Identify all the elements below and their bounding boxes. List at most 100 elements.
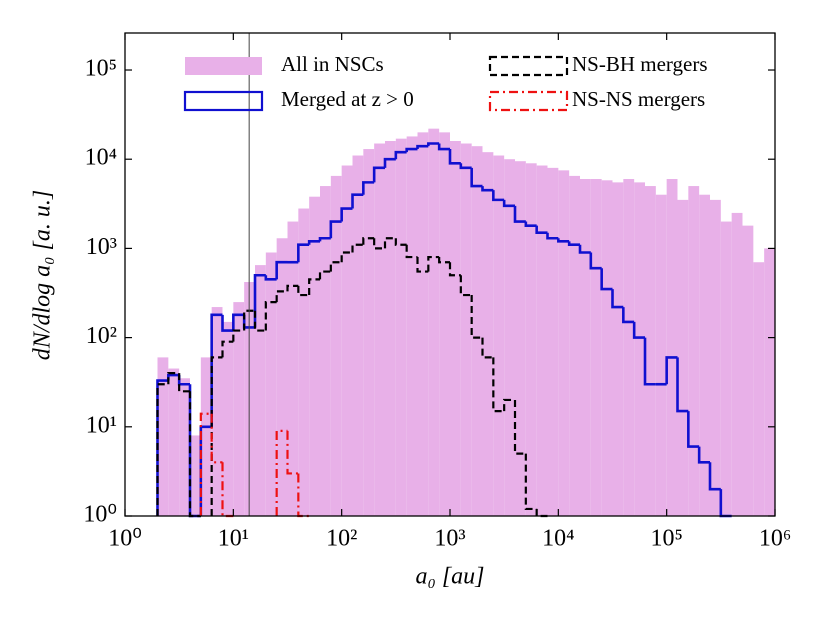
hist-step [578,244,591,254]
hist-bar [265,252,277,516]
hist-step [264,275,277,281]
y-tick-label: 10⁴ [85,145,117,171]
hist-step [589,252,602,270]
hist-step [492,190,505,202]
hist-step [708,462,721,491]
hist-step [427,255,440,272]
legend-swatch [488,55,569,77]
hist-step [372,166,386,183]
hist-bar [363,149,375,516]
x-axis-label: a₀ [au] [415,564,484,590]
hist-bar [179,378,190,516]
hist-step [481,186,494,192]
hist-bar [655,194,667,516]
x-tick-label: 10² [326,526,357,552]
hist-step [405,147,418,153]
hist-step [405,244,418,259]
hist-step [329,220,342,239]
hist-bar [450,141,461,516]
hist-step [448,262,461,277]
hist-bar [645,186,656,516]
hist-step [632,321,646,339]
legend-label: NS-NS mergers [572,87,705,111]
y-tick-label: 10¹ [86,412,117,438]
hist-bar [504,159,515,516]
hist-step [232,313,245,331]
x-tick-label: 10¹ [218,526,249,552]
hist-bar [688,186,700,516]
hist-step [611,289,624,309]
hist-bar [493,155,505,516]
hist-bar [710,199,721,517]
hist-bar [276,238,288,516]
hist-step [459,275,472,297]
x-tick-label: 10⁵ [650,526,682,552]
hist-step [210,356,223,516]
hist-step [286,430,299,475]
hist-step [221,340,234,358]
hist-step [178,373,190,393]
hist-step [546,232,559,240]
hist-step [697,446,711,464]
hist-bar [428,128,440,516]
hist-step [524,453,537,511]
hist-step [416,257,429,273]
hist-step [253,273,266,328]
hist-step [513,205,526,223]
hist-bar [590,178,602,516]
hist-step [524,221,537,227]
hist-bar [525,163,537,517]
hist-step [622,307,635,324]
hist-step [687,411,700,448]
legend: All in NSCs Merged at z > 0 NS-BH mergers N… [183,52,708,112]
hist-bar [406,136,418,517]
hist-bar [168,368,180,516]
hist-step [557,238,570,243]
hist-step [394,238,407,246]
hist-step [318,270,331,280]
hist-bar [514,161,526,516]
hist-step [351,193,364,209]
hist-bar [395,138,407,516]
hist-bar [634,182,646,517]
hist-step [492,357,505,413]
plot-area [156,128,775,518]
hist-bar [417,132,429,516]
hist-bar [320,186,331,516]
hist-bar [157,357,169,516]
hist-step [232,329,245,342]
hist-step [167,372,180,385]
y-axis-label: dN/dlog a₀ [a. u.] [30,190,56,360]
hist-bar [374,143,386,517]
hist-bar [471,146,483,516]
hist-step [264,301,277,331]
hist-step [362,237,375,245]
hist-bar [753,262,765,516]
legend-label: Merged at z > 0 [281,87,414,111]
hist-step [286,284,299,292]
hist-step [221,314,234,332]
hist-bar [536,165,548,516]
hist-bar [677,199,689,517]
hist-bar [200,357,212,516]
hist-bar [341,165,353,516]
hist-step [253,310,266,332]
hist-bar [623,178,635,516]
y-tick-label: 10² [86,323,117,349]
hist-step [502,199,515,208]
hist-bar [720,221,732,516]
hist-bar [330,175,342,517]
hist-bar [666,178,678,516]
hist-step [373,238,386,250]
legend-label: NS-BH mergers [572,52,708,76]
hist-step [199,412,212,516]
x-tick-label: 10⁰ [108,526,142,552]
hist-step [643,337,656,386]
hist-step [307,240,321,245]
hist-bar [547,167,559,516]
hist-step [275,260,288,280]
hist-step [297,243,310,263]
hist-step [535,225,548,235]
hist-step [427,142,440,147]
hist-bar [189,435,201,516]
